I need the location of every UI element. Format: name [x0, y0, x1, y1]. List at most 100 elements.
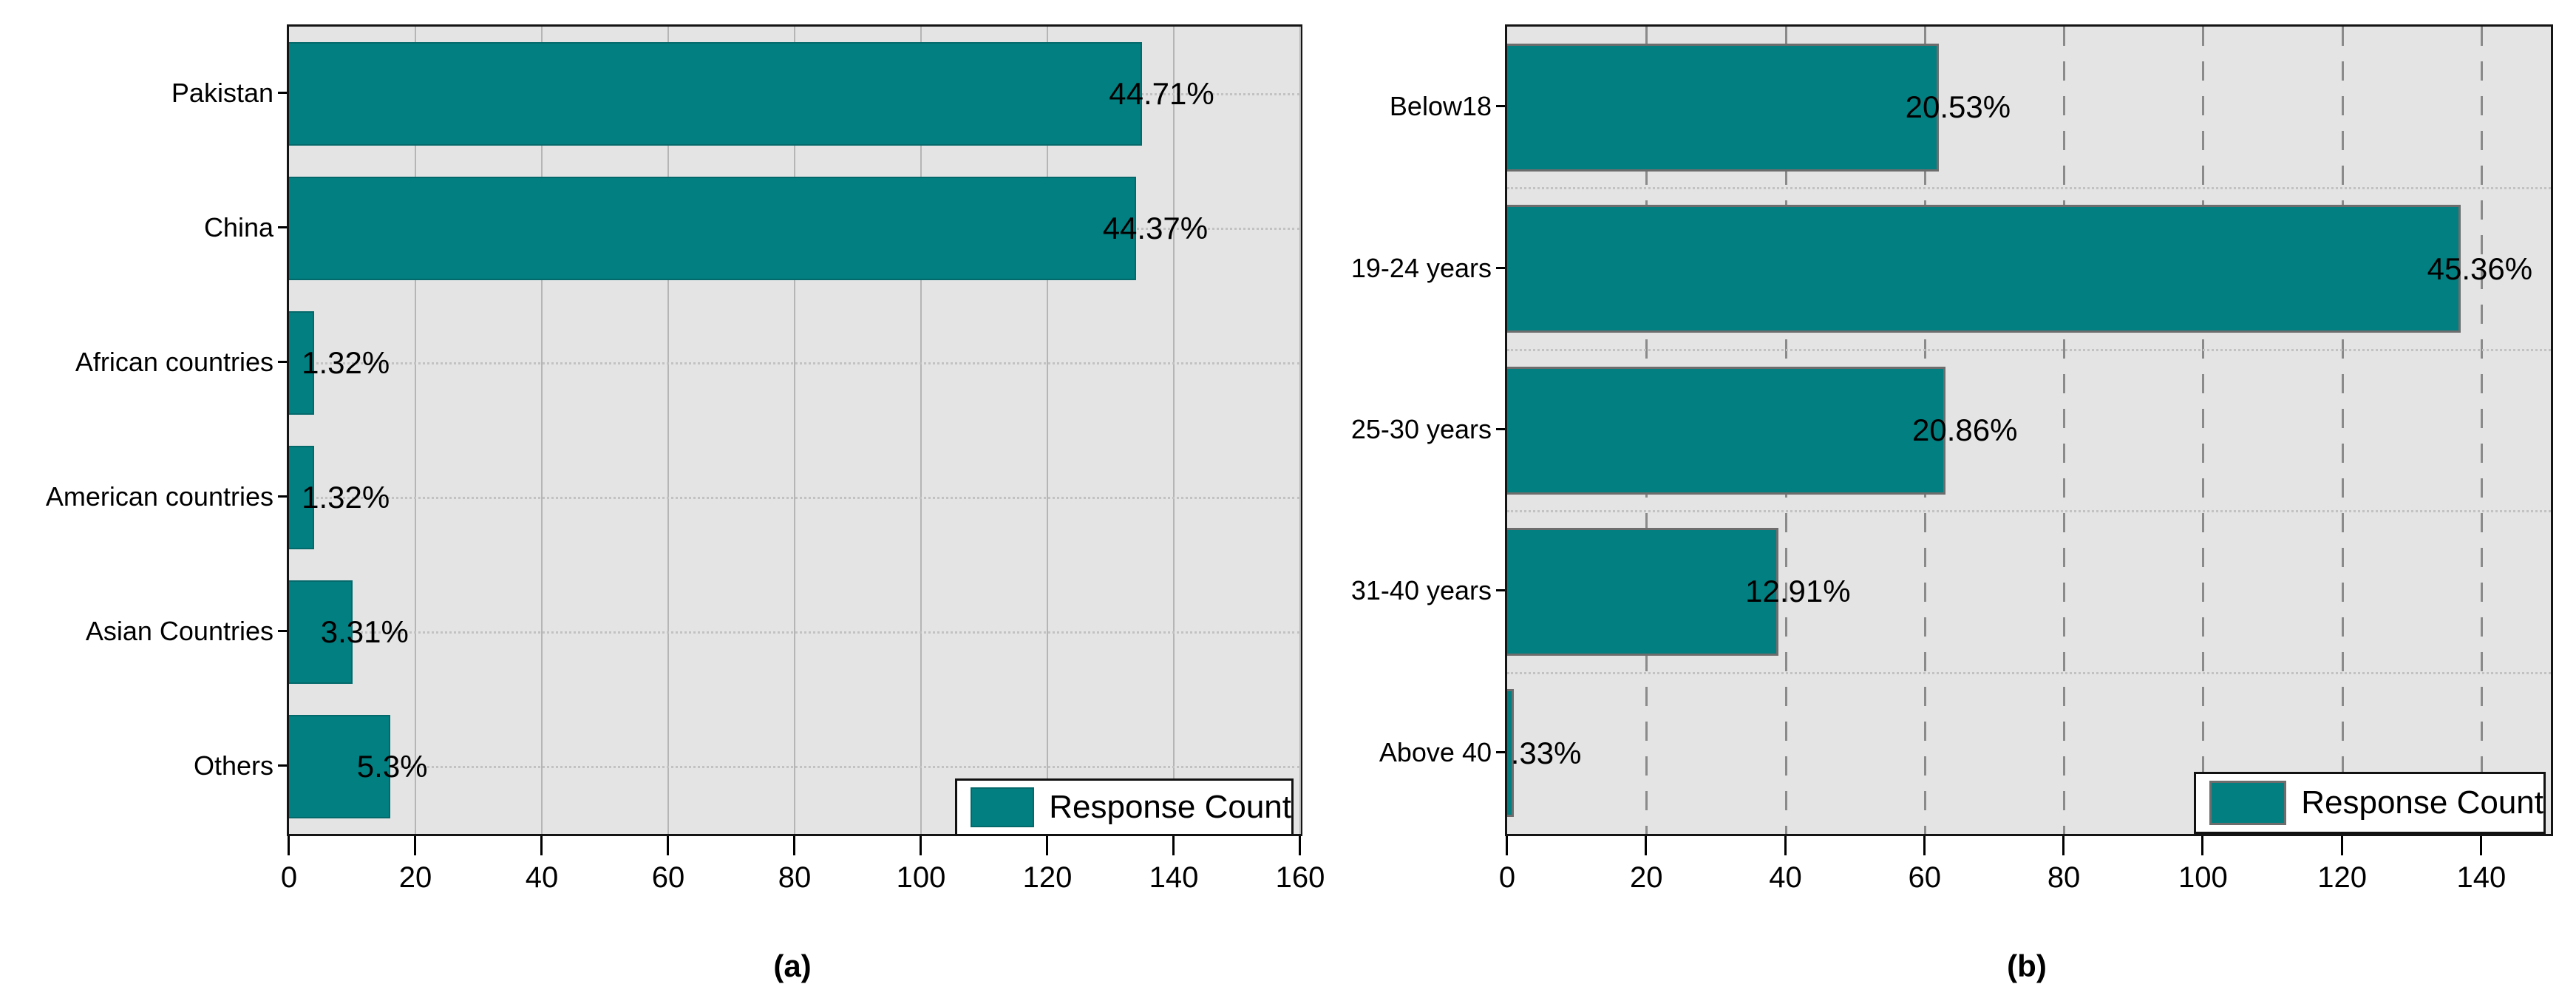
chart-b-legend: Response Count: [2194, 772, 2546, 834]
dotted-leader-line: [289, 631, 1300, 634]
chart-a-caption: (a): [773, 949, 812, 983]
bar-value-label: 44.71%: [1109, 76, 1214, 111]
gridline: [1173, 27, 1175, 834]
y-axis-tick: [1496, 428, 1505, 430]
y-axis-tick: [278, 764, 287, 767]
category-label: Asian Countries: [85, 616, 273, 646]
gridline: [2063, 27, 2066, 834]
category-label: Others: [193, 750, 273, 781]
x-axis-tick: [920, 836, 922, 855]
bar-value-label: 20.86%: [1912, 413, 2018, 447]
bar: [1507, 43, 1939, 172]
bar: [289, 42, 1143, 146]
x-tick-label: 160: [1275, 861, 1325, 894]
x-tick-label: 60: [651, 861, 685, 894]
legend-color-swatch: [2209, 781, 2287, 825]
dotted-leader-line: [1507, 510, 2551, 513]
x-tick-label: 120: [2317, 861, 2367, 894]
x-axis-tick: [288, 836, 290, 855]
gridline: [794, 27, 795, 834]
y-axis-tick: [1496, 750, 1505, 753]
x-axis-tick: [2201, 836, 2204, 855]
x-tick-label: 120: [1022, 861, 1073, 894]
y-axis-tick: [1496, 266, 1505, 269]
y-axis-tick: [278, 92, 287, 94]
chart-b-panel: 20.53% 45.36% 20.86% 12.91% .33% Response Co…: [1323, 0, 2576, 983]
gridline: [920, 27, 922, 834]
x-tick-label: 0: [280, 861, 298, 894]
x-axis-tick: [1299, 836, 1301, 855]
y-axis-tick: [1496, 589, 1505, 592]
bar-value-label: 12.91%: [1745, 574, 1851, 609]
legend-label: Response Count: [2301, 784, 2543, 821]
gridline: [1299, 27, 1301, 834]
bar: [1507, 366, 1946, 495]
dotted-leader-line: [289, 766, 1300, 768]
gridline: [2341, 27, 2344, 834]
bar: [289, 715, 390, 818]
x-tick-label: 40: [1769, 861, 1802, 894]
bar-value-label: 5.3%: [356, 749, 428, 784]
chart-a-panel: 44.71% 44.37% 1.32% 1.32% 3.31% 5.3% Response…: [0, 0, 1325, 983]
bar: [289, 580, 353, 684]
x-axis-tick: [1046, 836, 1048, 855]
dotted-leader-line: [1507, 348, 2551, 351]
x-tick-label: 20: [1630, 861, 1663, 894]
category-label: Above 40: [1379, 736, 1492, 767]
x-axis-tick: [2062, 836, 2065, 855]
legend-label: Response Count: [1049, 789, 1291, 825]
y-axis-tick: [1496, 105, 1505, 108]
x-axis-tick: [1645, 836, 1648, 855]
gridline: [2202, 27, 2205, 834]
bar: [289, 446, 315, 549]
dotted-leader-line: [289, 362, 1300, 364]
dotted-leader-line: [1507, 671, 2551, 674]
category-label: Pakistan: [171, 78, 273, 108]
x-axis-tick: [1784, 836, 1787, 855]
x-axis-tick: [1172, 836, 1175, 855]
category-label: Below18: [1389, 91, 1492, 122]
category-label: 25-30 years: [1350, 414, 1492, 444]
category-label: 19-24 years: [1350, 252, 1492, 283]
legend-color-swatch: [971, 787, 1035, 827]
bar-value-label: 45.36%: [2427, 251, 2533, 286]
x-tick-label: 140: [1149, 861, 1199, 894]
gridline: [1047, 27, 1048, 834]
gridline: [415, 27, 416, 834]
x-tick-label: 20: [398, 861, 432, 894]
x-axis-tick: [414, 836, 416, 855]
gridline: [2480, 27, 2483, 834]
y-axis-tick: [278, 226, 287, 228]
gridline: [541, 27, 543, 834]
bar-value-label: .33%: [1510, 735, 1582, 770]
dotted-leader-line: [1507, 187, 2551, 190]
bar: [289, 177, 1136, 280]
chart-a-legend: Response Count: [955, 778, 1294, 836]
x-axis-tick: [793, 836, 795, 855]
x-tick-label: 80: [2047, 861, 2081, 894]
bar: [1507, 689, 1515, 818]
x-axis-tick: [2340, 836, 2343, 855]
category-label: 31-40 years: [1350, 575, 1492, 606]
bar: [289, 311, 315, 415]
x-axis-tick: [667, 836, 669, 855]
x-tick-label: 60: [1908, 861, 1942, 894]
chart-a-plot-area: 44.71% 44.37% 1.32% 1.32% 3.31% 5.3%: [287, 24, 1302, 836]
bar-value-label: 1.32%: [302, 480, 390, 515]
x-axis-tick: [1506, 836, 1508, 855]
y-axis-tick: [278, 630, 287, 632]
bar-value-label: 20.53%: [1905, 89, 2011, 125]
bar: [1507, 205, 2461, 333]
gridline: [667, 27, 669, 834]
x-tick-label: 0: [1498, 861, 1516, 894]
category-label: American countries: [45, 481, 273, 512]
bar-value-label: 44.37%: [1102, 211, 1209, 245]
x-axis-tick: [540, 836, 543, 855]
category-label: China: [203, 212, 273, 242]
category-label: African countries: [75, 347, 273, 377]
y-axis-tick: [278, 495, 287, 498]
dotted-leader-line: [289, 497, 1300, 499]
x-axis-tick: [1923, 836, 1926, 855]
x-tick-label: 100: [896, 861, 946, 894]
x-axis-tick: [2479, 836, 2482, 855]
